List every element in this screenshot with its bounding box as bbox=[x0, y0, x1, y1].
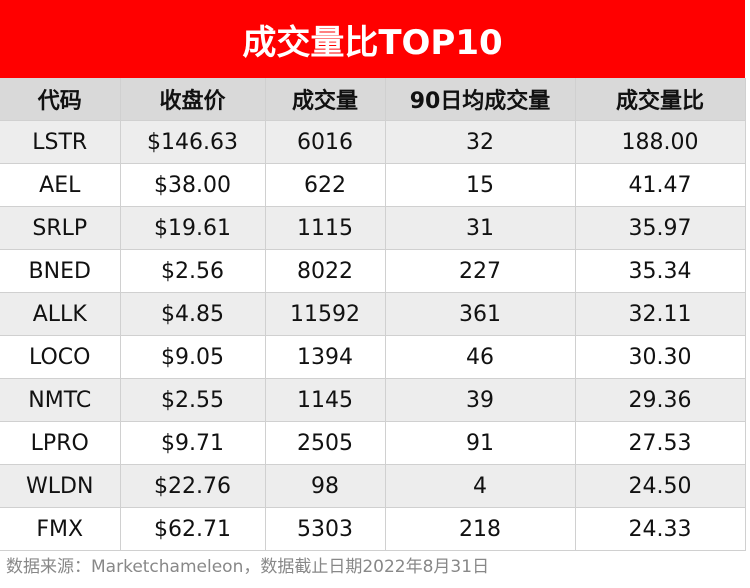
table-row: LOCO $9.05 1394 46 30.30 bbox=[0, 335, 746, 379]
table-row: BNED $2.56 8022 227 35.34 bbox=[0, 249, 746, 293]
cell: 35.97 bbox=[575, 206, 746, 250]
table-body: LSTR $146.63 6016 32 188.00 AEL $38.00 622 15 41.… bbox=[0, 120, 746, 551]
cell: 91 bbox=[385, 421, 576, 465]
table-row: AEL $38.00 622 15 41.47 bbox=[0, 163, 746, 207]
table-row: FMX $62.71 5303 218 24.33 bbox=[0, 507, 746, 551]
cell: AEL bbox=[0, 163, 121, 207]
header-cell: 成交量 bbox=[265, 78, 386, 121]
cell: 218 bbox=[385, 507, 576, 551]
cell: 15 bbox=[385, 163, 576, 207]
cell: 46 bbox=[385, 335, 576, 379]
cell: 11592 bbox=[265, 292, 386, 336]
cell: 24.50 bbox=[575, 464, 746, 508]
cell: 30.30 bbox=[575, 335, 746, 379]
cell: 2505 bbox=[265, 421, 386, 465]
cell: 35.34 bbox=[575, 249, 746, 293]
cell: $9.05 bbox=[120, 335, 266, 379]
cell: ALLK bbox=[0, 292, 121, 336]
cell: 31 bbox=[385, 206, 576, 250]
cell: 188.00 bbox=[575, 120, 746, 164]
cell: $22.76 bbox=[120, 464, 266, 508]
cell: LPRO bbox=[0, 421, 121, 465]
cell: $2.56 bbox=[120, 249, 266, 293]
cell: WLDN bbox=[0, 464, 121, 508]
cell: 227 bbox=[385, 249, 576, 293]
header-cell: 代码 bbox=[0, 78, 121, 121]
header-cell: 90日均成交量 bbox=[385, 78, 576, 121]
cell: $2.55 bbox=[120, 378, 266, 422]
table-row: NMTC $2.55 1145 39 29.36 bbox=[0, 378, 746, 422]
cell: 1394 bbox=[265, 335, 386, 379]
cell: LOCO bbox=[0, 335, 121, 379]
cell: FMX bbox=[0, 507, 121, 551]
cell: 6016 bbox=[265, 120, 386, 164]
header-row: 代码 收盘价 成交量 90日均成交量 成交量比 bbox=[0, 78, 746, 121]
cell: 4 bbox=[385, 464, 576, 508]
cell: 622 bbox=[265, 163, 386, 207]
table-row: WLDN $22.76 98 4 24.50 bbox=[0, 464, 746, 508]
header-cell: 成交量比 bbox=[575, 78, 746, 121]
header-cell: 收盘价 bbox=[120, 78, 266, 121]
cell: 1115 bbox=[265, 206, 386, 250]
cell: $4.85 bbox=[120, 292, 266, 336]
source-note: 数据来源：Marketchameleon，数据截止日期2022年8月31日 bbox=[6, 557, 490, 577]
cell: NMTC bbox=[0, 378, 121, 422]
cell: BNED bbox=[0, 249, 121, 293]
cell: 5303 bbox=[265, 507, 386, 551]
cell: LSTR bbox=[0, 120, 121, 164]
table-row: ALLK $4.85 11592 361 32.11 bbox=[0, 292, 746, 336]
cell: 32.11 bbox=[575, 292, 746, 336]
title: 成交量比TOP10 bbox=[0, 0, 745, 78]
table-row: SRLP $19.61 1115 31 35.97 bbox=[0, 206, 746, 250]
cell: 27.53 bbox=[575, 421, 746, 465]
cell: 29.36 bbox=[575, 378, 746, 422]
table-row: LSTR $146.63 6016 32 188.00 bbox=[0, 120, 746, 164]
cell: 39 bbox=[385, 378, 576, 422]
cell: $19.61 bbox=[120, 206, 266, 250]
cell: $146.63 bbox=[120, 120, 266, 164]
cell: 32 bbox=[385, 120, 576, 164]
table: 代码 收盘价 成交量 90日均成交量 成交量比 LSTR $146.63 6016 32 188… bbox=[0, 78, 746, 551]
cell: 8022 bbox=[265, 249, 386, 293]
table-row: LPRO $9.71 2505 91 27.53 bbox=[0, 421, 746, 465]
cell: 41.47 bbox=[575, 163, 746, 207]
cell: $38.00 bbox=[120, 163, 266, 207]
cell: $9.71 bbox=[120, 421, 266, 465]
cell: 98 bbox=[265, 464, 386, 508]
cell: 24.33 bbox=[575, 507, 746, 551]
cell: 1145 bbox=[265, 378, 386, 422]
cell: $62.71 bbox=[120, 507, 266, 551]
cell: 361 bbox=[385, 292, 576, 336]
cell: SRLP bbox=[0, 206, 121, 250]
